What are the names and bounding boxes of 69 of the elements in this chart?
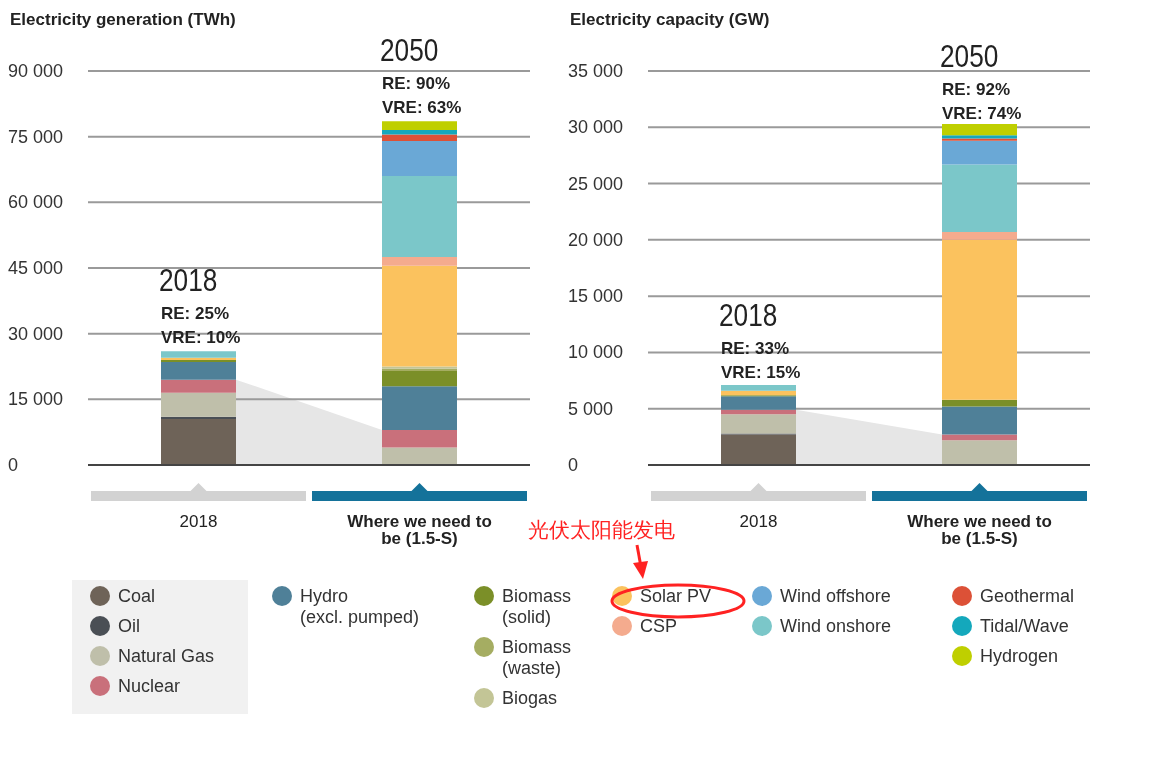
- y-tick-label: 10 000: [568, 342, 624, 363]
- bar: [721, 434, 796, 465]
- bar: [382, 265, 457, 367]
- annotation: 2050 RE: 92% VRE: 74%: [940, 38, 1022, 124]
- y-tick-label: 20 000: [568, 229, 624, 250]
- y-tick-label: 15 000: [8, 389, 64, 410]
- annotation: 2018 RE: 25% VRE: 10%: [159, 262, 241, 347]
- bar: [382, 447, 457, 465]
- x-tick-label: Where we need to be (1.5-S): [347, 512, 492, 549]
- bar: [161, 362, 236, 380]
- chart-title: Electricity capacity (GW): [570, 10, 770, 30]
- bar: [721, 414, 796, 434]
- y-tick-label: 0: [568, 455, 579, 475]
- bar: [382, 141, 457, 177]
- legend-label: Wind offshore: [780, 586, 891, 607]
- legend-label: Nuclear: [118, 676, 181, 697]
- bar: [721, 385, 796, 391]
- bar: [382, 121, 457, 131]
- y-tick-label: 45 000: [8, 258, 64, 278]
- bar: [721, 396, 796, 410]
- y-tick-label: 35 000: [568, 61, 624, 81]
- x-tick-label: 2018: [179, 512, 218, 532]
- y-tick-label: 30 000: [8, 323, 64, 344]
- legend-label: Geothermal: [980, 586, 1075, 607]
- text: 光伏太阳能发电: [528, 517, 675, 543]
- bar: [382, 370, 457, 387]
- y-tick-label: 15 000: [568, 286, 624, 307]
- legend-label: Biomass (waste): [502, 637, 572, 679]
- bar: [942, 164, 1017, 232]
- bar: [382, 130, 457, 135]
- bar: [161, 419, 236, 465]
- legend-label: Wind onshore: [780, 616, 892, 637]
- legend-label: Hydro (excl. pumped): [300, 586, 420, 628]
- annotation: 2018 RE: 33% VRE: 15%: [719, 297, 801, 382]
- annotation: 2050 RE: 90% VRE: 63%: [380, 32, 462, 118]
- bar: [942, 231, 1017, 240]
- legend-label: Hydrogen: [980, 646, 1059, 667]
- legend-label: CSP: [640, 616, 678, 637]
- y-tick-label: 60 000: [8, 192, 64, 213]
- legend-label: Biomass (solid): [502, 586, 572, 628]
- legend-label: Solar PV: [640, 586, 712, 607]
- bar: [942, 406, 1017, 435]
- y-tick-label: 90 000: [8, 61, 64, 81]
- bar: [382, 386, 457, 430]
- bar: [382, 429, 457, 448]
- bar: [942, 123, 1017, 136]
- y-tick-label: 25 000: [568, 173, 624, 194]
- bar: [161, 351, 236, 358]
- bar: [382, 134, 457, 142]
- legend-label: Oil: [118, 616, 140, 637]
- legend-label: Tidal/Wave: [980, 616, 1069, 637]
- bar: [161, 379, 236, 393]
- x-tick-label: Where we need to be (1.5-S): [907, 512, 1052, 549]
- bar: [382, 176, 457, 258]
- chart-title: Electricity generation (TWh): [10, 10, 236, 30]
- bar: [942, 239, 1017, 400]
- y-tick-label: 75 000: [8, 126, 64, 147]
- bar: [942, 440, 1017, 465]
- bar: [942, 140, 1017, 165]
- bar: [161, 416, 236, 420]
- bar: [161, 392, 236, 417]
- legend-label: Natural Gas: [118, 646, 215, 667]
- y-tick-label: 0: [8, 455, 19, 475]
- y-tick-label: 5 000: [568, 398, 614, 419]
- y-tick-label: 30 000: [568, 117, 624, 138]
- x-tick-label: 2018: [739, 512, 778, 532]
- legend-label: Coal: [118, 586, 156, 607]
- legend-label: Biogas: [502, 688, 558, 709]
- bar: [382, 257, 457, 266]
